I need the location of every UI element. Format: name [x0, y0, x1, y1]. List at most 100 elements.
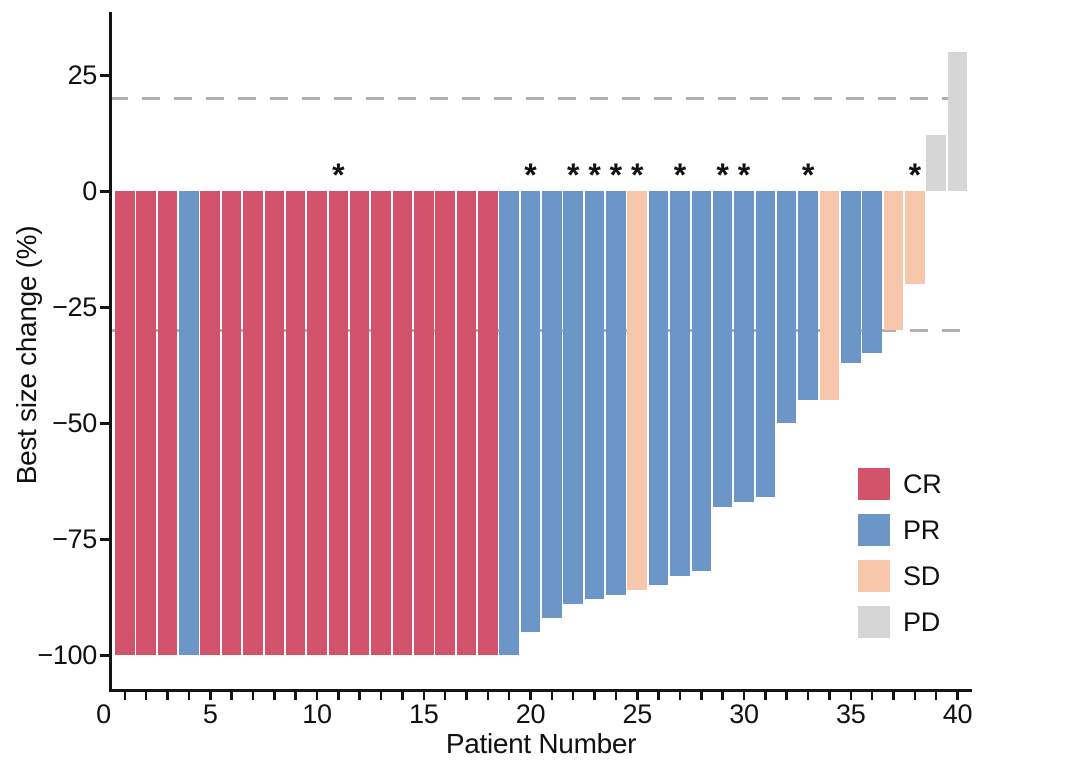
x-tick [507, 691, 511, 700]
bar-patient-40 [947, 51, 968, 191]
x-tick [379, 691, 383, 700]
x-tick-label: 40 [942, 699, 973, 729]
x-tick [401, 691, 404, 700]
x-tick [806, 691, 810, 700]
x-tick [593, 691, 596, 700]
x-tick [209, 691, 212, 700]
x-tick [700, 691, 703, 700]
x-tick [273, 691, 276, 700]
x-tick [337, 691, 340, 700]
y-tick [99, 421, 109, 425]
x-tick [913, 691, 917, 700]
x-tick-label: 10 [302, 699, 332, 729]
bar-patient-14 [392, 191, 413, 655]
bar-patient-21 [542, 191, 562, 618]
x-tick [187, 691, 191, 700]
bar-patient-19 [499, 191, 519, 655]
bar-patient-29 [712, 191, 733, 507]
bar-patient-10 [307, 191, 327, 655]
bar-patient-17 [456, 191, 477, 655]
y-tick [99, 305, 109, 309]
legend-label-pr: PR [903, 515, 940, 545]
legend-label-cr: CR [903, 469, 942, 499]
bar-patient-34 [819, 191, 840, 400]
bar-patient-22 [563, 191, 583, 604]
bar-patient-39 [926, 135, 946, 191]
bar-patient-7 [243, 191, 263, 655]
x-tick [230, 691, 233, 700]
x-axis-line [108, 688, 972, 692]
star-annotation-patient-27: * [673, 157, 687, 193]
x-tick [870, 691, 874, 700]
x-tick [956, 691, 959, 700]
star-annotation-patient-33: * [801, 157, 815, 193]
bar-patient-3 [157, 191, 178, 655]
bar-patient-24 [606, 191, 626, 595]
legend-swatch-cr [858, 468, 890, 500]
x-tick [315, 691, 319, 700]
bar-patient-8 [264, 191, 285, 655]
y-tick-label: 0 [82, 176, 97, 206]
x-tick-label: 20 [515, 699, 546, 729]
bar-patient-25 [627, 191, 648, 591]
bar-patient-32 [776, 191, 797, 423]
star-annotation-patient-38: * [908, 157, 922, 193]
y-tick [99, 189, 109, 193]
bar-patient-23 [584, 191, 605, 600]
x-tick [144, 691, 148, 700]
x-tick [422, 691, 425, 700]
legend-label-pd: PD [903, 607, 940, 637]
x-tick-label: 0 [96, 699, 111, 729]
x-tick [764, 691, 767, 700]
x-tick [443, 691, 447, 700]
x-tick [614, 691, 618, 700]
bar-patient-12 [349, 191, 370, 655]
y-tick-label: −50 [52, 408, 97, 438]
x-tick [571, 691, 575, 700]
star-annotation-patient-29: * [716, 157, 729, 193]
x-tick [294, 691, 297, 700]
bar-patient-6 [221, 191, 242, 655]
x-tick [892, 691, 895, 700]
x-tick-label: 30 [729, 699, 759, 729]
x-tick [123, 691, 127, 700]
x-tick-label: 5 [202, 699, 218, 729]
bar-patient-16 [435, 191, 455, 655]
reference-line--30-percent [109, 328, 972, 332]
bar-patient-2 [136, 191, 156, 655]
x-tick [657, 691, 660, 700]
bar-patient-31 [755, 191, 776, 498]
x-tick [678, 691, 682, 700]
bar-patient-37 [883, 191, 904, 331]
x-tick-label: 15 [409, 699, 439, 729]
y-tick-label: −100 [37, 640, 97, 670]
star-annotation-patient-23: * [588, 157, 601, 193]
bar-patient-36 [862, 191, 882, 354]
bar-patient-9 [285, 191, 306, 655]
x-axis-title: Patient Number [445, 728, 637, 759]
y-tick-label: 25 [67, 60, 98, 90]
legend-item-cr: CR [858, 468, 942, 500]
star-annotation-patient-25: * [631, 157, 644, 193]
bar-patient-26 [648, 191, 669, 586]
bar-patient-20 [520, 191, 541, 632]
star-annotation-patient-22: * [566, 157, 580, 193]
bar-patient-18 [478, 191, 498, 655]
legend: CR PR SD PD [858, 468, 942, 652]
x-tick [486, 691, 490, 700]
legend-item-pd: PD [858, 606, 941, 638]
x-tick [636, 691, 639, 700]
bar-patient-5 [200, 191, 221, 655]
bar-patient-33 [798, 191, 818, 400]
star-annotation-patient-20: * [524, 157, 537, 193]
x-tick [849, 691, 852, 700]
x-tick [166, 691, 169, 700]
bar-patient-28 [691, 191, 712, 572]
x-tick [550, 691, 554, 700]
x-tick [785, 691, 788, 700]
legend-swatch-pd [858, 606, 890, 638]
y-tick-label: −75 [52, 524, 97, 554]
bar-patient-30 [734, 191, 754, 502]
bar-patient-13 [371, 191, 391, 655]
